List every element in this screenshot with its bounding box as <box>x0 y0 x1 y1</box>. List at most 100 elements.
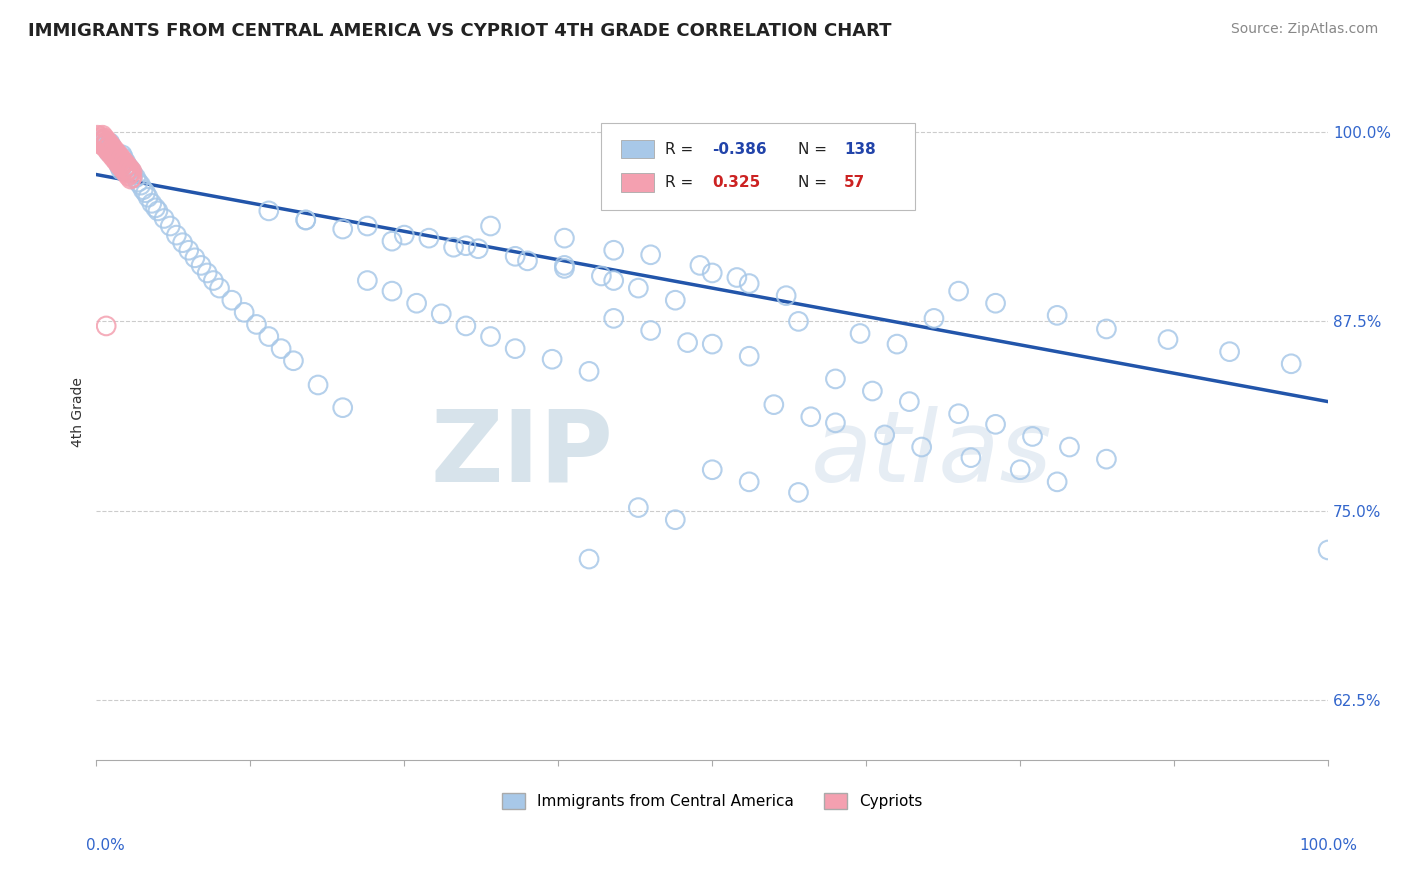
Point <box>100 142 122 156</box>
Y-axis label: 4th Grade: 4th Grade <box>72 377 86 447</box>
Point <box>112 163 135 178</box>
Point <box>1157 333 1180 347</box>
Point <box>394 228 416 243</box>
Point <box>94 136 117 150</box>
Point <box>105 153 128 167</box>
Point <box>911 440 934 454</box>
Point <box>91 128 114 143</box>
Point <box>430 307 453 321</box>
Point <box>145 201 167 215</box>
Point <box>141 196 163 211</box>
Point <box>664 513 686 527</box>
Point <box>689 259 711 273</box>
Point <box>454 318 477 333</box>
Point <box>103 151 125 165</box>
Point <box>132 183 155 197</box>
Text: Source: ZipAtlas.com: Source: ZipAtlas.com <box>1230 22 1378 37</box>
Point <box>454 238 477 252</box>
Point <box>100 148 122 162</box>
Point <box>381 234 404 248</box>
Point <box>627 500 650 515</box>
Text: R =: R = <box>665 175 699 190</box>
Point <box>121 170 143 185</box>
Point <box>984 417 1007 432</box>
Point <box>640 323 662 337</box>
Point <box>112 157 135 171</box>
Point <box>97 145 120 159</box>
Point <box>516 253 538 268</box>
Point <box>107 157 129 171</box>
Point <box>120 163 142 178</box>
Point <box>117 169 139 183</box>
Point <box>105 153 128 168</box>
Point <box>101 146 124 161</box>
Point <box>159 219 181 233</box>
Point <box>101 144 124 158</box>
Point <box>165 228 187 243</box>
Point <box>90 136 112 150</box>
Text: ZIP: ZIP <box>430 406 613 502</box>
Point <box>627 281 650 295</box>
Point <box>824 372 846 386</box>
Point <box>108 155 131 169</box>
Point <box>418 231 440 245</box>
Point <box>86 128 108 143</box>
Point <box>738 277 761 291</box>
Point <box>118 161 141 176</box>
Point <box>553 261 575 276</box>
Point <box>98 144 121 158</box>
Point <box>922 311 945 326</box>
Point <box>591 268 613 283</box>
Point <box>245 318 267 332</box>
Point <box>115 155 138 169</box>
Point <box>104 148 127 162</box>
Point <box>91 134 114 148</box>
Text: R =: R = <box>665 142 699 156</box>
Point <box>107 157 129 171</box>
Point <box>702 463 724 477</box>
Point <box>111 159 134 173</box>
Point <box>136 190 159 204</box>
Point <box>503 342 526 356</box>
Point <box>93 133 115 147</box>
Point <box>107 151 129 165</box>
Point <box>121 164 143 178</box>
Point <box>111 153 134 167</box>
Point <box>443 240 465 254</box>
Point <box>860 384 883 398</box>
Point <box>104 149 127 163</box>
Point <box>824 416 846 430</box>
FancyBboxPatch shape <box>621 140 654 159</box>
Point <box>602 311 624 326</box>
Point <box>105 153 128 168</box>
Text: 0.325: 0.325 <box>713 175 761 190</box>
Point <box>1046 475 1069 489</box>
Point <box>960 450 983 465</box>
Point <box>127 175 149 189</box>
Point <box>553 259 575 273</box>
Point <box>125 170 148 185</box>
Point <box>1010 463 1032 477</box>
Point <box>100 138 122 153</box>
Point <box>208 281 231 295</box>
Point <box>479 329 502 343</box>
Point <box>115 160 138 174</box>
Point <box>294 213 316 227</box>
Point <box>541 352 564 367</box>
Point <box>1095 322 1118 336</box>
Point <box>233 305 256 319</box>
Point <box>195 266 218 280</box>
Point <box>332 222 354 236</box>
Point <box>984 296 1007 310</box>
Point <box>257 329 280 343</box>
Point <box>105 146 128 161</box>
Point <box>94 137 117 152</box>
Point <box>762 398 785 412</box>
Text: IMMIGRANTS FROM CENTRAL AMERICA VS CYPRIOT 4TH GRADE CORRELATION CHART: IMMIGRANTS FROM CENTRAL AMERICA VS CYPRI… <box>28 22 891 40</box>
Point <box>98 137 121 152</box>
Point <box>146 203 169 218</box>
Point <box>110 153 132 168</box>
Point <box>110 163 132 178</box>
Point <box>105 151 128 165</box>
Point <box>602 244 624 258</box>
